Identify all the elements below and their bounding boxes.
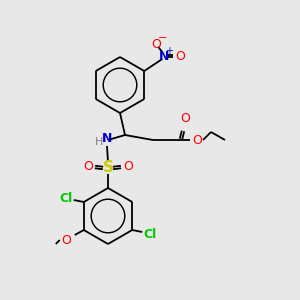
- Text: Cl: Cl: [144, 227, 157, 241]
- Text: S: S: [103, 160, 113, 175]
- Text: −: −: [158, 33, 167, 43]
- Text: O: O: [83, 160, 93, 173]
- Text: O: O: [192, 134, 202, 146]
- Text: O: O: [180, 112, 190, 124]
- Text: O: O: [175, 50, 185, 62]
- Text: +: +: [165, 46, 173, 56]
- Text: H: H: [95, 137, 103, 147]
- Text: N: N: [159, 50, 169, 62]
- Text: O: O: [123, 160, 133, 173]
- Text: O: O: [61, 233, 71, 247]
- Text: Cl: Cl: [59, 191, 72, 205]
- Text: O: O: [151, 38, 161, 50]
- Text: N: N: [102, 131, 112, 145]
